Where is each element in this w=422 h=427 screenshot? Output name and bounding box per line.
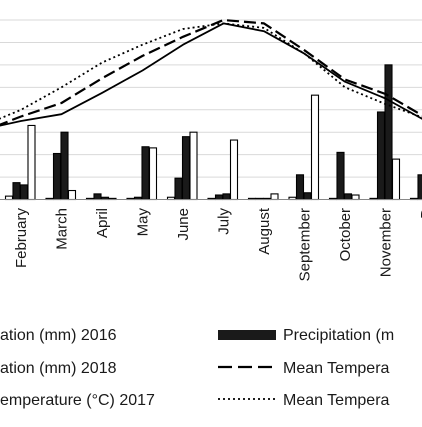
bar-s3-june: [181, 136, 191, 201]
bar-s3-march: [60, 131, 69, 201]
bar-s2-november: [376, 111, 386, 201]
bar-s4-july: [229, 139, 239, 201]
bar-s4-september: [310, 94, 320, 201]
bar-s2-march: [52, 152, 62, 201]
x-tick-label-august: August: [256, 207, 273, 255]
bar-s1-february: [4, 195, 14, 201]
legend-label-6: Mean Tempera: [283, 392, 390, 409]
bar-s2-april: [93, 193, 102, 201]
legend-swatch-2: [218, 330, 276, 340]
bar-s2-september: [295, 174, 305, 201]
legend-label-2: Precipitation (m: [283, 327, 394, 344]
x-tick-label-july: July: [216, 208, 233, 235]
x-tick-label-november: November: [378, 208, 395, 277]
legend-label-1: ation (mm) 2016: [0, 327, 117, 344]
legend-label-4: Mean Tempera: [283, 360, 390, 377]
bar-s2-february: [12, 182, 21, 201]
bar-s3-july: [222, 193, 231, 201]
temperature-line-solid: [0, 22, 422, 127]
bar-s4-november: [391, 158, 401, 201]
temperature-line-dashed: [0, 18, 422, 126]
bar-s4-june: [189, 131, 198, 201]
temperature-lines: [0, 18, 422, 127]
x-tick-labels: February March April May June July August Septe…: [13, 207, 422, 281]
bar-s4-august: [270, 193, 279, 201]
bar-s4-may: [148, 147, 158, 201]
bar-s4-october: [351, 194, 360, 201]
legend-label-5: emperature (°C) 2017: [0, 392, 155, 409]
bar-s2-december: [417, 174, 422, 201]
bar-s3-september: [303, 192, 312, 201]
x-tick-label-march: March: [54, 208, 71, 250]
x-tick-label-may: May: [135, 208, 152, 237]
temperature-line-dotted: [0, 22, 422, 120]
bar-s3-february: [19, 184, 29, 201]
bar-s3-may: [141, 146, 150, 201]
x-tick-label-september: September: [297, 208, 314, 281]
legend: ation (mm) 2016 Precipitation (m ation (mm…: [0, 327, 394, 409]
bar-s3-october: [343, 193, 353, 201]
bar-s2-july: [214, 194, 224, 201]
x-tick-label-april: April: [94, 208, 111, 238]
bar-s2-june: [174, 177, 183, 201]
bar-s4-february: [27, 124, 36, 201]
x-tick-label-february: February: [13, 208, 30, 269]
bar-s3-november: [384, 64, 393, 201]
bar-s4-march: [67, 189, 77, 201]
x-tick-label-june: June: [175, 208, 192, 241]
x-tick-label-december: D: [418, 208, 422, 219]
legend-label-3: ation (mm) 2018: [0, 360, 117, 377]
bar-s2-october: [336, 151, 345, 201]
x-tick-label-october: October: [337, 208, 354, 261]
